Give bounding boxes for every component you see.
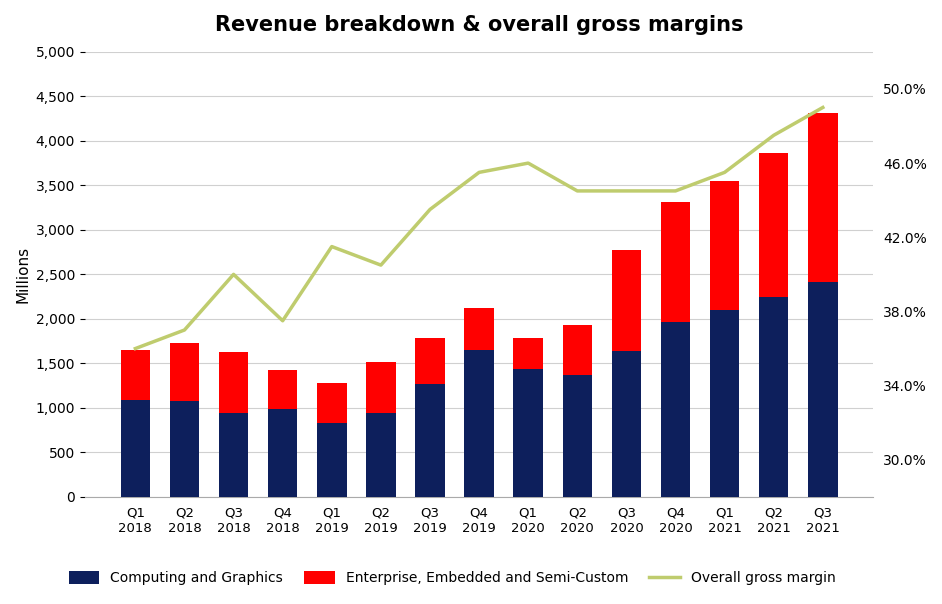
- Bar: [464, 350, 494, 497]
- Bar: [170, 401, 199, 497]
- Overall gross margin: [375, 262, 386, 269]
- Overall gross margin: [523, 159, 534, 167]
- Bar: [121, 400, 150, 497]
- Overall gross margin: [228, 271, 239, 278]
- Overall gross margin: [621, 187, 632, 194]
- Bar: [562, 375, 592, 497]
- Bar: [562, 325, 592, 375]
- Overall gross margin: [817, 104, 828, 111]
- Legend: Computing and Graphics, Enterprise, Embedded and Semi-Custom, Overall gross marg: Computing and Graphics, Enterprise, Embe…: [63, 566, 841, 591]
- Bar: [611, 249, 642, 351]
- Title: Revenue breakdown & overall gross margins: Revenue breakdown & overall gross margin…: [215, 15, 743, 35]
- Bar: [464, 309, 494, 350]
- Bar: [268, 409, 298, 497]
- Bar: [366, 413, 396, 497]
- Overall gross margin: [424, 206, 435, 213]
- Overall gross margin: [474, 169, 485, 176]
- Bar: [513, 368, 543, 497]
- Bar: [268, 370, 298, 409]
- Bar: [710, 310, 739, 497]
- Bar: [317, 383, 347, 423]
- Overall gross margin: [719, 169, 730, 176]
- Bar: [808, 283, 837, 497]
- Bar: [219, 413, 249, 497]
- Bar: [660, 323, 690, 497]
- Overall gross margin: [572, 187, 583, 194]
- Overall gross margin: [326, 243, 337, 250]
- Overall gross margin: [179, 326, 190, 333]
- Bar: [513, 338, 543, 368]
- Bar: [759, 153, 788, 297]
- Overall gross margin: [670, 187, 681, 194]
- Bar: [415, 338, 445, 384]
- Bar: [170, 343, 199, 401]
- Bar: [710, 181, 739, 310]
- Bar: [759, 297, 788, 497]
- Overall gross margin: [277, 317, 288, 324]
- Bar: [611, 351, 642, 497]
- Y-axis label: Millions: Millions: [15, 246, 30, 303]
- Bar: [219, 352, 249, 413]
- Bar: [317, 423, 347, 497]
- Bar: [366, 362, 396, 413]
- Overall gross margin: [130, 345, 141, 352]
- Bar: [660, 202, 690, 323]
- Bar: [808, 113, 837, 283]
- Bar: [415, 384, 445, 497]
- Bar: [121, 350, 150, 400]
- Overall gross margin: [768, 132, 779, 139]
- Line: Overall gross margin: Overall gross margin: [136, 108, 822, 349]
